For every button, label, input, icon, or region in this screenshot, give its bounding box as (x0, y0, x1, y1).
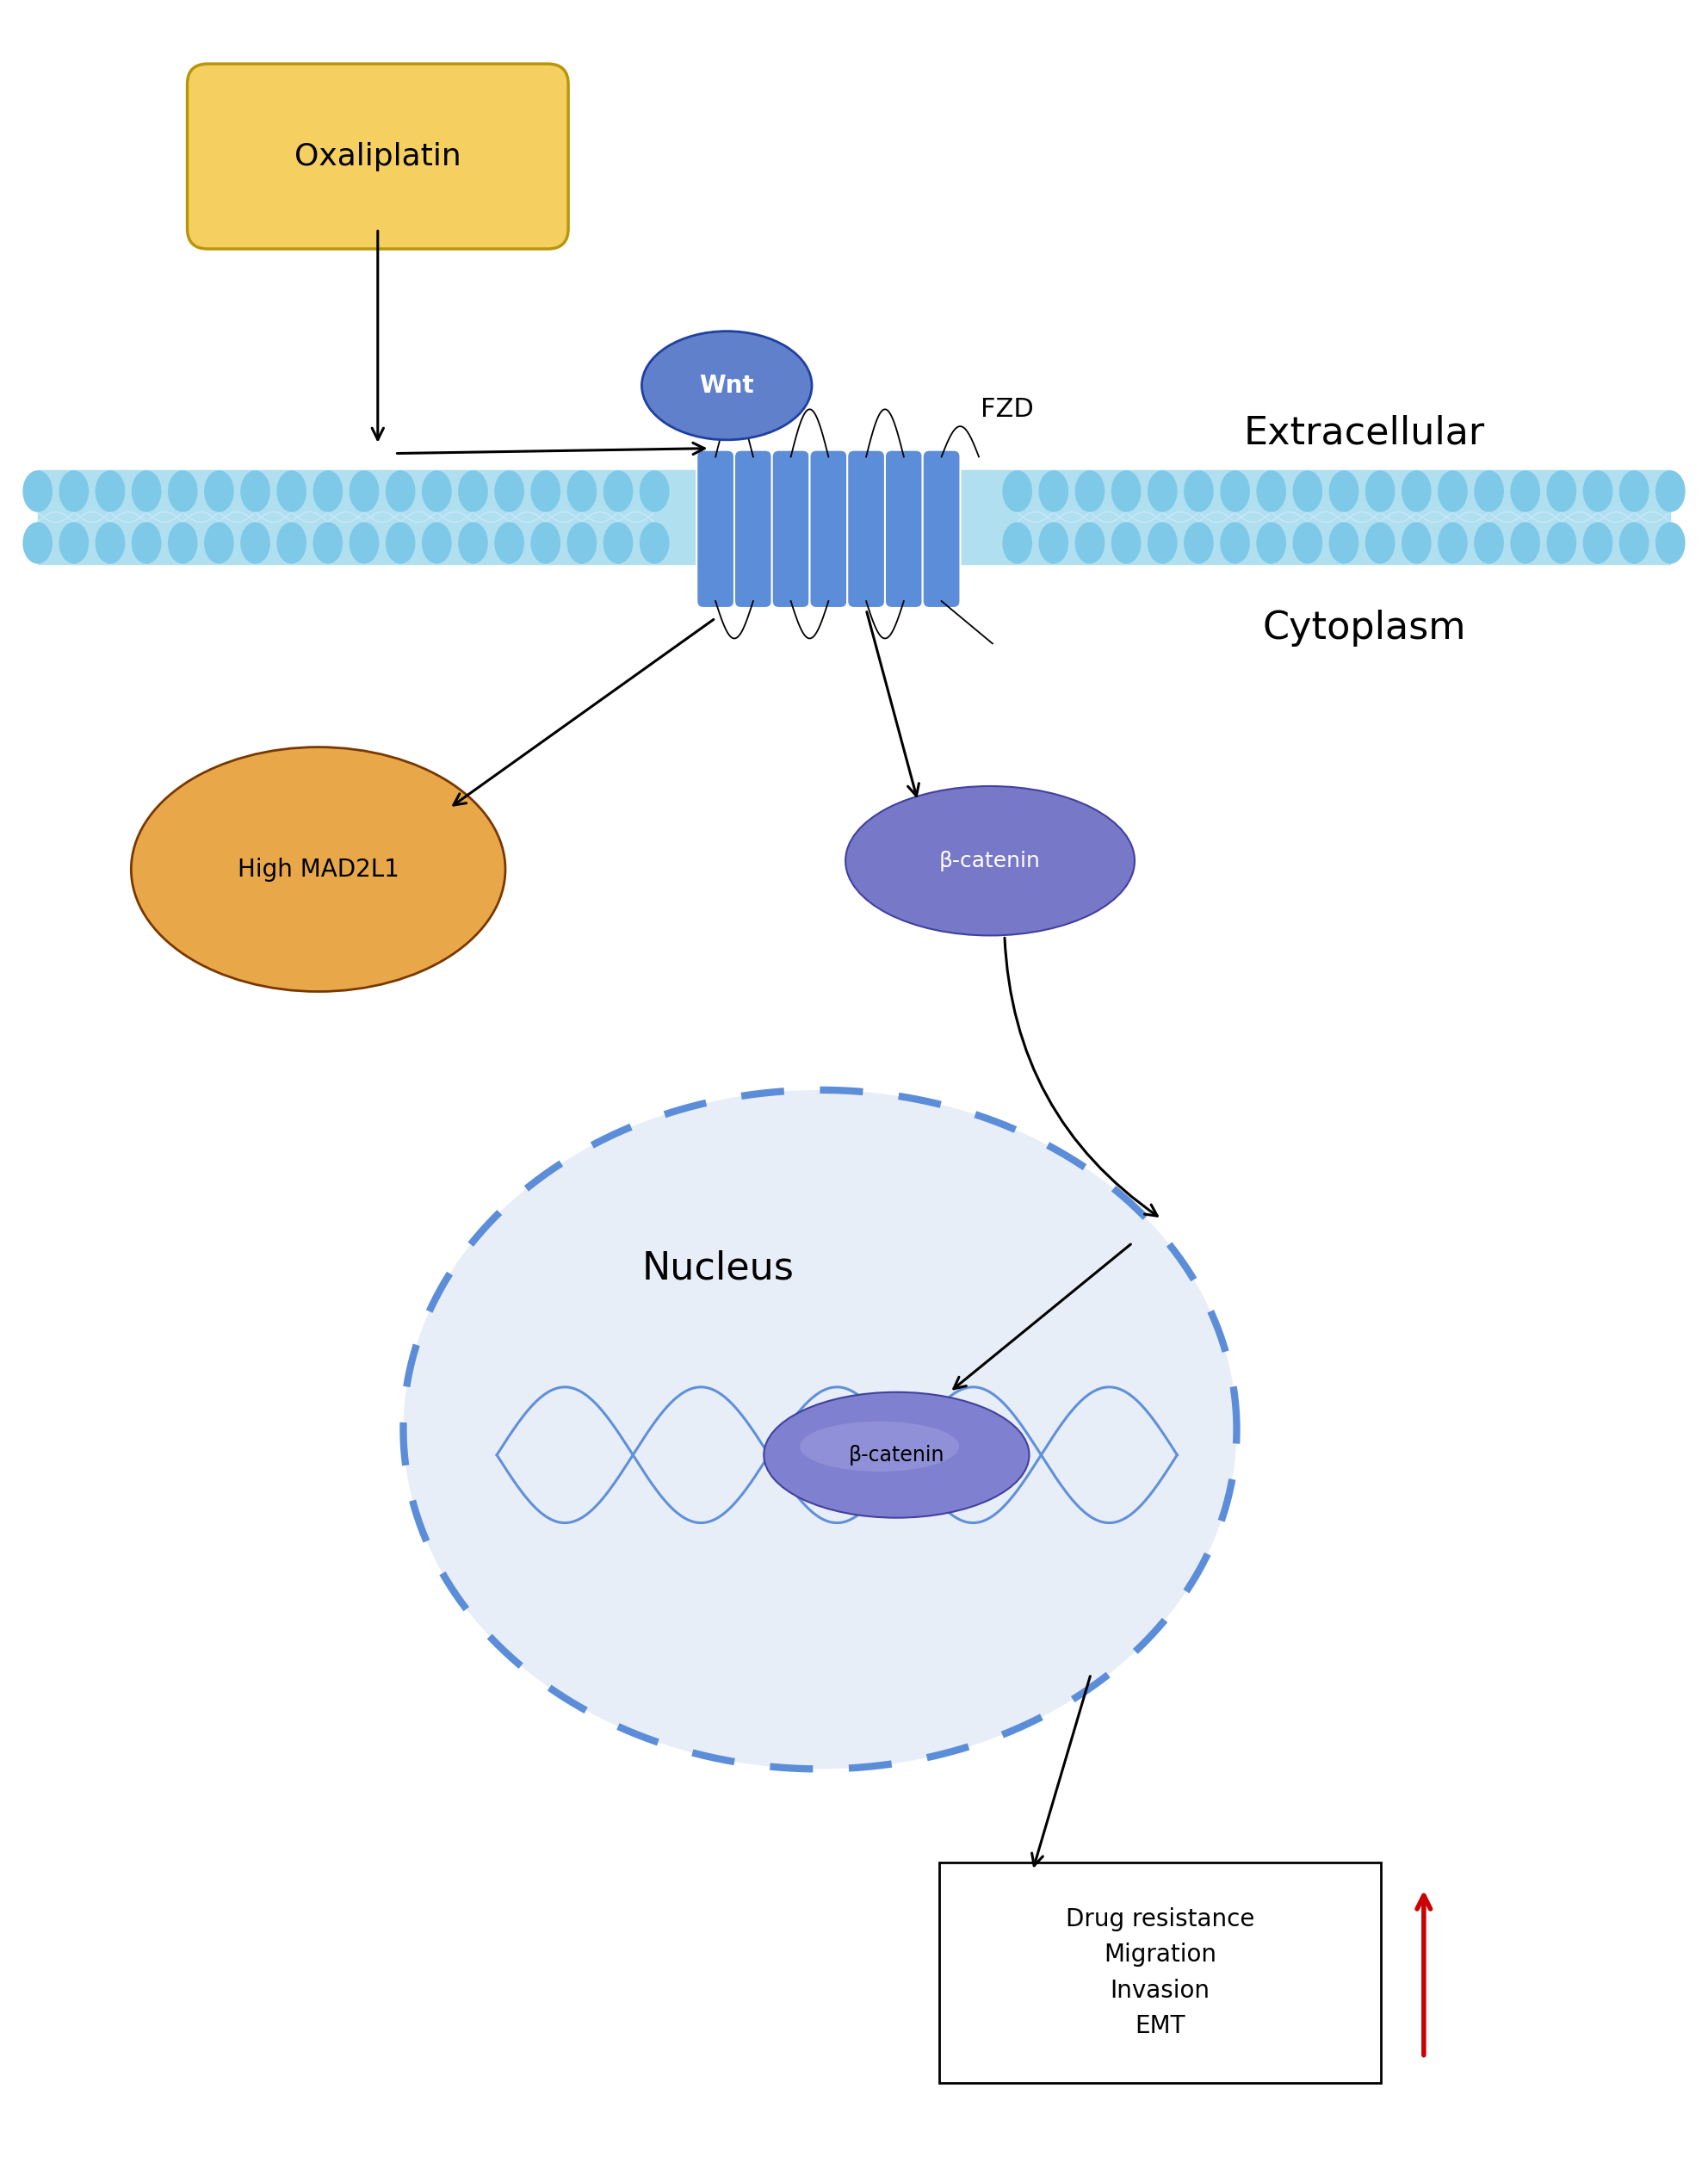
Text: β-catenin: β-catenin (939, 850, 1040, 872)
FancyBboxPatch shape (922, 450, 960, 608)
Ellipse shape (1329, 521, 1360, 565)
Ellipse shape (1257, 469, 1286, 513)
Ellipse shape (603, 469, 634, 513)
Text: FZD: FZD (980, 396, 1033, 422)
Ellipse shape (1365, 469, 1395, 513)
Ellipse shape (458, 521, 488, 565)
FancyBboxPatch shape (810, 450, 847, 608)
Ellipse shape (132, 521, 161, 565)
Ellipse shape (494, 521, 524, 565)
Ellipse shape (348, 469, 379, 513)
Ellipse shape (1184, 521, 1214, 565)
Ellipse shape (1655, 469, 1686, 513)
Ellipse shape (241, 469, 270, 513)
Ellipse shape (60, 521, 89, 565)
Ellipse shape (205, 469, 234, 513)
Ellipse shape (494, 469, 524, 513)
Ellipse shape (1619, 521, 1648, 565)
Ellipse shape (1365, 521, 1395, 565)
Ellipse shape (1003, 521, 1032, 565)
Ellipse shape (1329, 469, 1360, 513)
Ellipse shape (132, 746, 506, 991)
Ellipse shape (1402, 469, 1431, 513)
Ellipse shape (403, 1090, 1237, 1769)
Ellipse shape (1074, 469, 1105, 513)
FancyBboxPatch shape (188, 65, 569, 249)
Ellipse shape (241, 521, 270, 565)
Ellipse shape (567, 521, 596, 565)
Text: Extracellular: Extracellular (1243, 415, 1484, 452)
Ellipse shape (1148, 521, 1177, 565)
Text: Drug resistance
Migration
Invasion
EMT: Drug resistance Migration Invasion EMT (1066, 1908, 1255, 2038)
Ellipse shape (60, 469, 89, 513)
FancyBboxPatch shape (939, 1862, 1382, 2083)
Ellipse shape (313, 469, 343, 513)
Ellipse shape (603, 521, 634, 565)
FancyBboxPatch shape (772, 450, 810, 608)
FancyBboxPatch shape (885, 450, 922, 608)
Ellipse shape (1074, 521, 1105, 565)
Ellipse shape (531, 521, 560, 565)
Ellipse shape (1438, 521, 1467, 565)
Text: High MAD2L1: High MAD2L1 (237, 857, 400, 880)
Ellipse shape (386, 469, 415, 513)
Ellipse shape (386, 521, 415, 565)
Ellipse shape (277, 521, 306, 565)
Ellipse shape (845, 785, 1134, 937)
Ellipse shape (132, 469, 161, 513)
Ellipse shape (167, 469, 198, 513)
Ellipse shape (1112, 521, 1141, 565)
Ellipse shape (205, 521, 234, 565)
Ellipse shape (642, 331, 811, 439)
Ellipse shape (567, 469, 596, 513)
Ellipse shape (1003, 469, 1032, 513)
Ellipse shape (1038, 469, 1069, 513)
Text: Nucleus: Nucleus (642, 1250, 794, 1287)
Ellipse shape (1184, 469, 1214, 513)
Ellipse shape (1655, 521, 1686, 565)
Ellipse shape (1474, 521, 1503, 565)
Ellipse shape (1510, 521, 1541, 565)
Ellipse shape (1220, 469, 1250, 513)
Ellipse shape (22, 521, 53, 565)
Ellipse shape (1402, 521, 1431, 565)
Ellipse shape (96, 469, 125, 513)
Ellipse shape (799, 1421, 960, 1471)
Ellipse shape (531, 469, 560, 513)
Text: Wnt: Wnt (699, 374, 755, 398)
Ellipse shape (1583, 469, 1612, 513)
Ellipse shape (1293, 469, 1322, 513)
Ellipse shape (422, 469, 451, 513)
FancyBboxPatch shape (734, 450, 772, 608)
Ellipse shape (1583, 521, 1612, 565)
Ellipse shape (1510, 469, 1541, 513)
FancyBboxPatch shape (847, 450, 885, 608)
Ellipse shape (1293, 521, 1322, 565)
FancyBboxPatch shape (697, 450, 734, 608)
Ellipse shape (313, 521, 343, 565)
Ellipse shape (96, 521, 125, 565)
Ellipse shape (167, 521, 198, 565)
Ellipse shape (1038, 521, 1069, 565)
Text: Cytoplasm: Cytoplasm (1262, 610, 1465, 647)
Ellipse shape (1220, 521, 1250, 565)
Text: β-catenin: β-catenin (849, 1445, 945, 1464)
Ellipse shape (1474, 469, 1503, 513)
Ellipse shape (422, 521, 451, 565)
Ellipse shape (1438, 469, 1467, 513)
Ellipse shape (348, 521, 379, 565)
Ellipse shape (22, 469, 53, 513)
Ellipse shape (1257, 521, 1286, 565)
Ellipse shape (1112, 469, 1141, 513)
Ellipse shape (458, 469, 488, 513)
Ellipse shape (1547, 469, 1576, 513)
Ellipse shape (763, 1393, 1030, 1518)
Ellipse shape (639, 469, 670, 513)
Ellipse shape (1619, 469, 1648, 513)
Ellipse shape (1148, 469, 1177, 513)
Text: Oxaliplatin: Oxaliplatin (294, 143, 461, 171)
Ellipse shape (277, 469, 306, 513)
Ellipse shape (639, 521, 670, 565)
Ellipse shape (1547, 521, 1576, 565)
